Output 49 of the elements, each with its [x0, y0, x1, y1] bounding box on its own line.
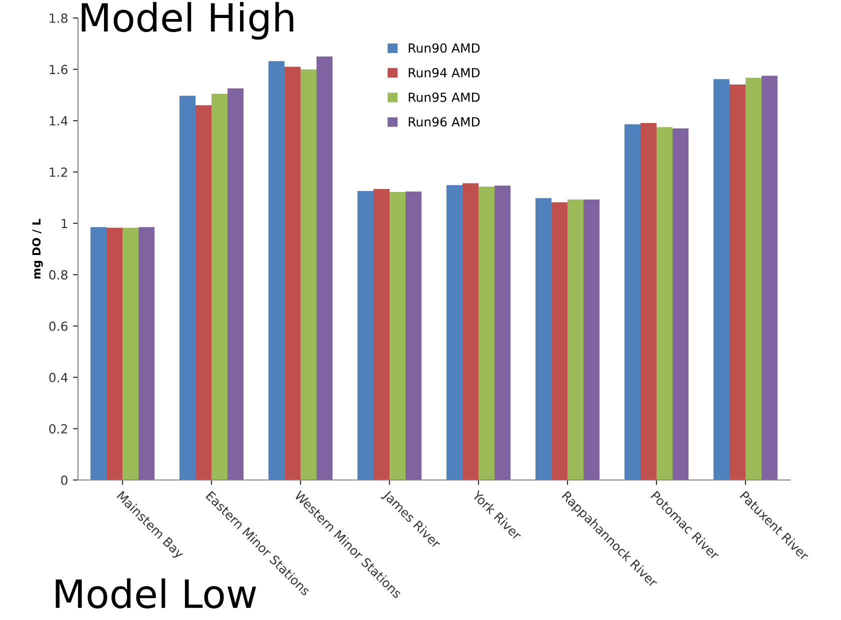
- legend-label: Run96 AMD: [408, 117, 480, 127]
- bar: [446, 185, 462, 480]
- bar: [228, 88, 244, 480]
- bar: [746, 78, 762, 480]
- legend-label: Run95 AMD: [408, 92, 480, 102]
- y-tick-label: 1.4: [50, 116, 68, 126]
- bar: [106, 228, 122, 480]
- y-tick-label: 0: [61, 475, 68, 485]
- y-tick-label: 1.6: [50, 64, 68, 74]
- y-tick-label: 1.2: [50, 167, 68, 177]
- bar: [406, 192, 422, 480]
- y-tick-label: 1.8: [50, 13, 68, 23]
- bar: [478, 186, 495, 480]
- bar: [390, 192, 406, 480]
- bar: [138, 227, 155, 480]
- bar: [494, 186, 511, 480]
- y-tick-label: 0.6: [49, 321, 68, 331]
- bar: [268, 61, 284, 480]
- bar: [762, 76, 778, 480]
- bar: [195, 105, 212, 480]
- text: Model Low: [56, 578, 256, 608]
- bar: [584, 199, 600, 480]
- bar: [535, 198, 552, 480]
- bar: [551, 202, 568, 480]
- bar: [624, 124, 640, 480]
- bar: [179, 96, 196, 480]
- bar: [122, 228, 139, 480]
- y-tick-label: 0.4: [49, 372, 68, 382]
- y-tick-label: 0.8: [49, 270, 68, 280]
- bar: [373, 188, 390, 480]
- bar: [640, 122, 656, 480]
- bar: [357, 190, 374, 480]
- bar: [90, 227, 106, 480]
- bar: [729, 84, 746, 480]
- bar: [462, 183, 478, 480]
- y-axis-title: mg DO / L: [32, 218, 43, 279]
- bar: [672, 128, 689, 480]
- annotation: Model High: [82, 2, 294, 40]
- bar: [316, 56, 333, 480]
- bar: [713, 79, 730, 480]
- bar: [284, 66, 300, 480]
- bar: [212, 94, 228, 480]
- bar: [656, 127, 673, 480]
- legend-label: Run90 AMD: [408, 43, 480, 53]
- bar: [300, 69, 317, 480]
- bar: [568, 199, 584, 480]
- legend-label: Run94 AMD: [408, 68, 480, 78]
- y-tick-label: 0.2: [49, 424, 68, 434]
- y-tick-label: 1: [62, 218, 68, 228]
